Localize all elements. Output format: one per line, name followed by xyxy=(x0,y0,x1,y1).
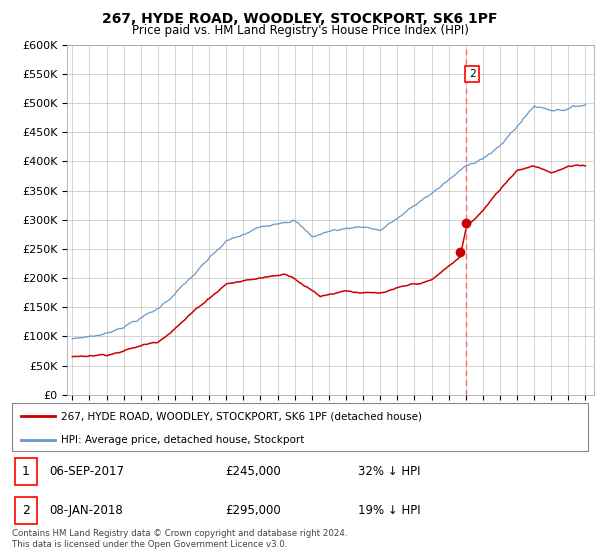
Text: 267, HYDE ROAD, WOODLEY, STOCKPORT, SK6 1PF (detached house): 267, HYDE ROAD, WOODLEY, STOCKPORT, SK6 … xyxy=(61,411,422,421)
Text: 2: 2 xyxy=(22,504,30,517)
Text: Price paid vs. HM Land Registry's House Price Index (HPI): Price paid vs. HM Land Registry's House … xyxy=(131,24,469,36)
Text: £245,000: £245,000 xyxy=(225,465,281,478)
Text: 19% ↓ HPI: 19% ↓ HPI xyxy=(358,504,420,517)
Text: 06-SEP-2017: 06-SEP-2017 xyxy=(49,465,124,478)
Text: HPI: Average price, detached house, Stockport: HPI: Average price, detached house, Stoc… xyxy=(61,435,304,445)
Text: Contains HM Land Registry data © Crown copyright and database right 2024.
This d: Contains HM Land Registry data © Crown c… xyxy=(12,529,347,549)
FancyBboxPatch shape xyxy=(12,403,588,451)
Text: 32% ↓ HPI: 32% ↓ HPI xyxy=(358,465,420,478)
Text: 2: 2 xyxy=(469,69,476,79)
Text: £295,000: £295,000 xyxy=(225,504,281,517)
Text: 267, HYDE ROAD, WOODLEY, STOCKPORT, SK6 1PF: 267, HYDE ROAD, WOODLEY, STOCKPORT, SK6 … xyxy=(102,12,498,26)
Text: 08-JAN-2018: 08-JAN-2018 xyxy=(49,504,123,517)
Text: 1: 1 xyxy=(22,465,30,478)
